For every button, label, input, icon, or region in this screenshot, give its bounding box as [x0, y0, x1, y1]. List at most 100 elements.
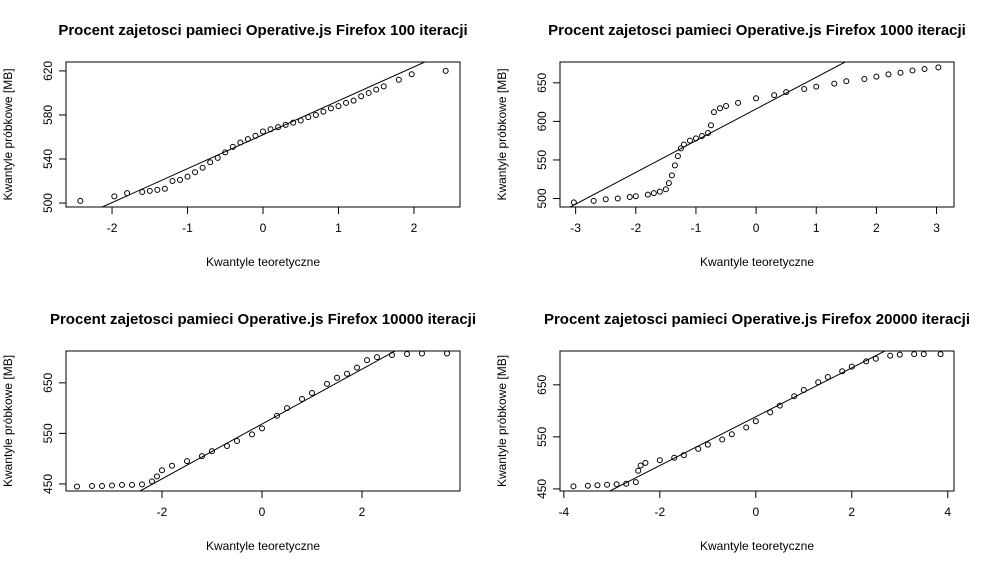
point [677, 145, 684, 152]
point [297, 117, 304, 124]
point [692, 135, 699, 142]
point [334, 374, 340, 381]
x-tick-label: -1 [691, 221, 702, 235]
point [632, 479, 639, 486]
point [644, 191, 651, 198]
x-tick-label: 4 [944, 505, 951, 519]
point [176, 176, 183, 183]
point [154, 186, 161, 193]
point [801, 85, 808, 92]
point [312, 111, 319, 118]
point [656, 188, 663, 195]
x-tick-label: 0 [260, 221, 267, 235]
point [674, 153, 681, 160]
y-tick-label: 620 [41, 61, 55, 81]
point [260, 128, 266, 135]
point [872, 355, 879, 362]
point [614, 195, 621, 202]
chart-title: Procent zajetosci pamieci Operative.js F… [50, 311, 476, 328]
plot-frame [559, 61, 955, 208]
y-tick-label: 450 [535, 479, 549, 499]
x-tick-label: -4 [559, 505, 570, 519]
point [743, 424, 750, 431]
point [119, 481, 125, 488]
point [184, 458, 190, 465]
y-tick-label: 550 [535, 427, 549, 447]
point [800, 387, 807, 394]
point [594, 482, 601, 489]
point [719, 436, 726, 443]
point [442, 67, 449, 74]
y-tick-label: 650 [41, 373, 55, 393]
point [656, 457, 663, 464]
point [354, 364, 360, 371]
point [199, 453, 205, 460]
point [650, 190, 657, 197]
point [77, 197, 84, 204]
point [815, 379, 822, 386]
x-tick-label: 0 [753, 221, 760, 235]
x-axis-label: Kwantyle teoretyczne [206, 539, 320, 553]
point [146, 187, 153, 194]
reference-line [102, 62, 425, 207]
y-tick-label: 550 [41, 423, 55, 443]
point [680, 141, 687, 148]
point [408, 71, 415, 78]
point [299, 396, 305, 403]
point [335, 103, 342, 110]
point [364, 357, 370, 364]
point [635, 467, 642, 474]
point [776, 402, 783, 409]
y-axis-label: Kwantyle próbkowe [MB] [1, 68, 15, 200]
point [350, 97, 357, 104]
point [284, 405, 290, 412]
point [873, 73, 880, 80]
x-tick-label: 0 [259, 505, 266, 519]
x-tick-label: 1 [813, 221, 820, 235]
point [139, 189, 146, 196]
point [282, 121, 289, 128]
point [767, 409, 774, 416]
point [920, 351, 927, 358]
point [704, 129, 711, 136]
point [570, 199, 577, 206]
point [848, 363, 855, 370]
x-tick-label: -2 [107, 221, 118, 235]
point [275, 124, 282, 131]
y-tick-label: 550 [535, 150, 549, 170]
point [570, 483, 577, 490]
point [863, 358, 870, 365]
point [637, 462, 644, 469]
point [214, 154, 221, 161]
point [632, 193, 639, 200]
point [671, 162, 678, 169]
point [698, 133, 705, 140]
point [365, 89, 372, 96]
point [139, 481, 145, 488]
point [813, 83, 820, 90]
chart-title: Procent zajetosci pamieci Operative.js F… [58, 22, 467, 39]
point [444, 350, 450, 357]
point [783, 89, 790, 96]
y-tick-label: 540 [41, 149, 55, 169]
point [344, 370, 350, 377]
x-axis-label: Kwantyle teoretyczne [206, 255, 320, 269]
point [665, 180, 672, 187]
point [343, 99, 350, 106]
x-tick-label: -2 [157, 505, 168, 519]
point [602, 196, 609, 203]
point [909, 67, 916, 74]
x-tick-label: -1 [182, 221, 193, 235]
chart-title: Procent zajetosci pamieci Operative.js F… [548, 22, 966, 39]
x-tick-label: 2 [359, 505, 366, 519]
point [259, 425, 265, 432]
point [680, 452, 687, 459]
point [707, 122, 714, 129]
point [861, 75, 868, 82]
point [169, 178, 176, 185]
x-tick-label: 1 [335, 221, 342, 235]
point [244, 136, 251, 143]
point [324, 380, 330, 387]
point [623, 480, 630, 487]
y-tick-label: 580 [41, 105, 55, 125]
